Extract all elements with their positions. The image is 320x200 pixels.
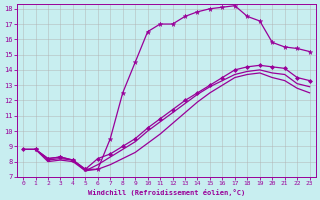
X-axis label: Windchill (Refroidissement éolien,°C): Windchill (Refroidissement éolien,°C): [88, 189, 245, 196]
